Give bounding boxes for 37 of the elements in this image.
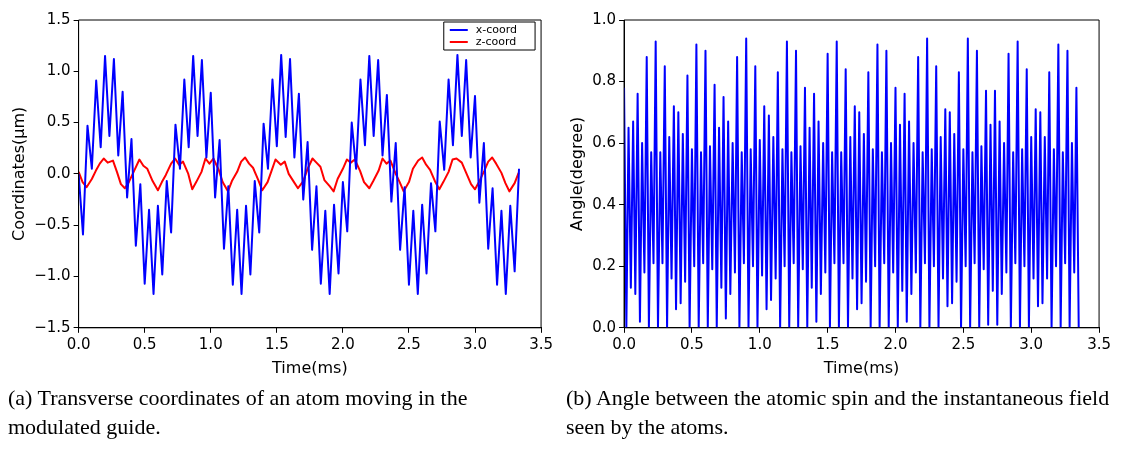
y-tick-label: 1.0	[46, 61, 71, 80]
y-tick-label: 0.5	[46, 112, 71, 131]
x-tick-label: 0.0	[66, 334, 91, 353]
text: (a) Transverse coordinates of an atom moving in the modulated guide.	[8, 384, 469, 441]
x-tick-label: 3.0	[1019, 334, 1044, 353]
y-tick-label: 1.0	[592, 9, 617, 28]
x-tick-label: 2.0	[330, 334, 355, 353]
x-tick-label: 1.5	[815, 334, 840, 353]
x-tick-label: 2.5	[397, 334, 421, 353]
x-tick-label: 0.0	[612, 334, 636, 353]
x-axis-title: Time(ms)	[271, 357, 348, 377]
x-axis-title: Time(ms)	[822, 357, 900, 377]
x-tick-label: 2.0	[883, 334, 908, 353]
legend-label: z-coord	[475, 34, 517, 48]
x-tick-label: 0.5	[132, 334, 157, 353]
x-tick-label: 3.0	[463, 334, 487, 353]
legend-label: x-coord	[475, 22, 518, 36]
y-tick-label: −1.5	[34, 317, 71, 336]
x-tick-label: 1.0	[198, 334, 223, 353]
y-tick-label: 0.4	[592, 194, 617, 213]
text: (b) Angle between the atomic spin and the instantaneous field seen by the atoms.	[566, 384, 1111, 441]
y-axis-title: Coordinates(μm)	[8, 106, 28, 242]
y-tick-label: −1.0	[34, 266, 71, 285]
x-tick-label: 1.5	[264, 334, 289, 353]
x-tick-label: 3.5	[529, 334, 553, 353]
y-tick-label: 0.0	[592, 317, 617, 336]
y-tick-label: 0.0	[46, 163, 71, 182]
y-tick-label: 0.6	[592, 133, 617, 152]
x-tick-label: 3.5	[1087, 334, 1111, 353]
y-tick-label: −0.5	[34, 215, 71, 234]
y-tick-label: 1.5	[46, 9, 71, 28]
x-tick-label: 2.5	[951, 334, 976, 353]
y-axis-title: Angle(degree)	[566, 116, 586, 231]
y-tick-label: 0.8	[592, 71, 617, 90]
x-tick-label: 0.5	[679, 334, 704, 353]
y-tick-label: 0.2	[592, 256, 617, 275]
x-tick-label: 1.0	[747, 334, 772, 353]
